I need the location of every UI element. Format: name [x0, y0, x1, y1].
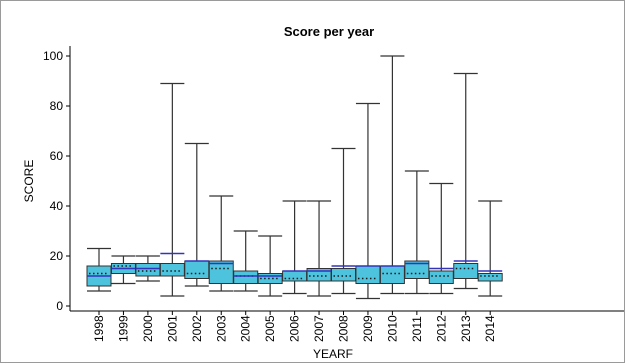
- iqr-box: [477, 273, 503, 282]
- iqr-box: [135, 263, 161, 277]
- x-tick-label: 2005: [263, 315, 277, 342]
- box-2014: [477, 200, 503, 297]
- box-2004: [233, 230, 259, 292]
- x-tick-label: 2012: [434, 315, 448, 342]
- iqr-box: [257, 273, 283, 284]
- box-2008: [331, 147, 356, 295]
- box-2010: [379, 55, 405, 295]
- x-tick-label: 2013: [459, 315, 473, 342]
- x-tick-label: 2007: [312, 315, 326, 342]
- box-2003: [208, 195, 234, 292]
- y-tick-label: 0: [56, 299, 63, 313]
- x-axis-ticks: 1998 1999 2000 2001 2002 2003 2004 2005 2006 2007…: [92, 311, 497, 342]
- chart-title: Score per year: [284, 24, 374, 39]
- x-tick-label: 1999: [116, 315, 130, 342]
- box-2006: [282, 200, 308, 295]
- iqr-box: [428, 270, 454, 284]
- box-2013: [453, 72, 479, 290]
- x-tick-label: 2006: [288, 315, 302, 342]
- x-tick-label: 2008: [337, 315, 351, 342]
- iqr-box: [453, 263, 479, 279]
- x-tick-label: 2011: [410, 316, 424, 342]
- x-tick-label: 1998: [92, 315, 106, 342]
- iqr-box: [282, 270, 308, 282]
- x-tick-label: 2014: [483, 315, 497, 342]
- iqr-box: [208, 260, 234, 284]
- x-tick-label: 2000: [141, 315, 155, 342]
- y-tick-label: 60: [50, 149, 64, 163]
- box-1998: [86, 247, 112, 292]
- y-axis-ticks: 0 20 40 60 80 100: [43, 49, 70, 313]
- box-2000: [135, 255, 161, 282]
- box-2002: [184, 142, 210, 287]
- x-tick-label: 2009: [361, 315, 375, 342]
- x-axis-title: YEARF: [313, 347, 353, 361]
- x-tick-label: 2003: [214, 315, 228, 342]
- y-tick-label: 80: [50, 99, 64, 113]
- iqr-box: [331, 268, 356, 282]
- box-2007: [306, 200, 332, 297]
- y-tick-label: 40: [50, 199, 64, 213]
- box-series: [86, 55, 503, 300]
- y-tick-label: 20: [50, 249, 64, 263]
- iqr-box: [379, 265, 405, 284]
- box-2012: [428, 182, 454, 295]
- y-tick-label: 100: [43, 49, 63, 63]
- iqr-box: [159, 263, 185, 277]
- x-tick-label: 2001: [165, 315, 179, 342]
- iqr-box: [355, 265, 381, 284]
- box-2011: [404, 170, 430, 295]
- box-2005: [257, 235, 283, 297]
- box-2009: [355, 102, 381, 300]
- box-2001: [159, 82, 185, 297]
- box-1999: [110, 255, 136, 285]
- x-tick-label: 2010: [385, 315, 399, 342]
- x-tick-label: 2002: [190, 315, 204, 342]
- iqr-box: [233, 270, 259, 284]
- x-tick-label: 2004: [239, 315, 253, 342]
- iqr-box: [184, 260, 210, 279]
- y-axis-title: SCORE: [22, 160, 36, 203]
